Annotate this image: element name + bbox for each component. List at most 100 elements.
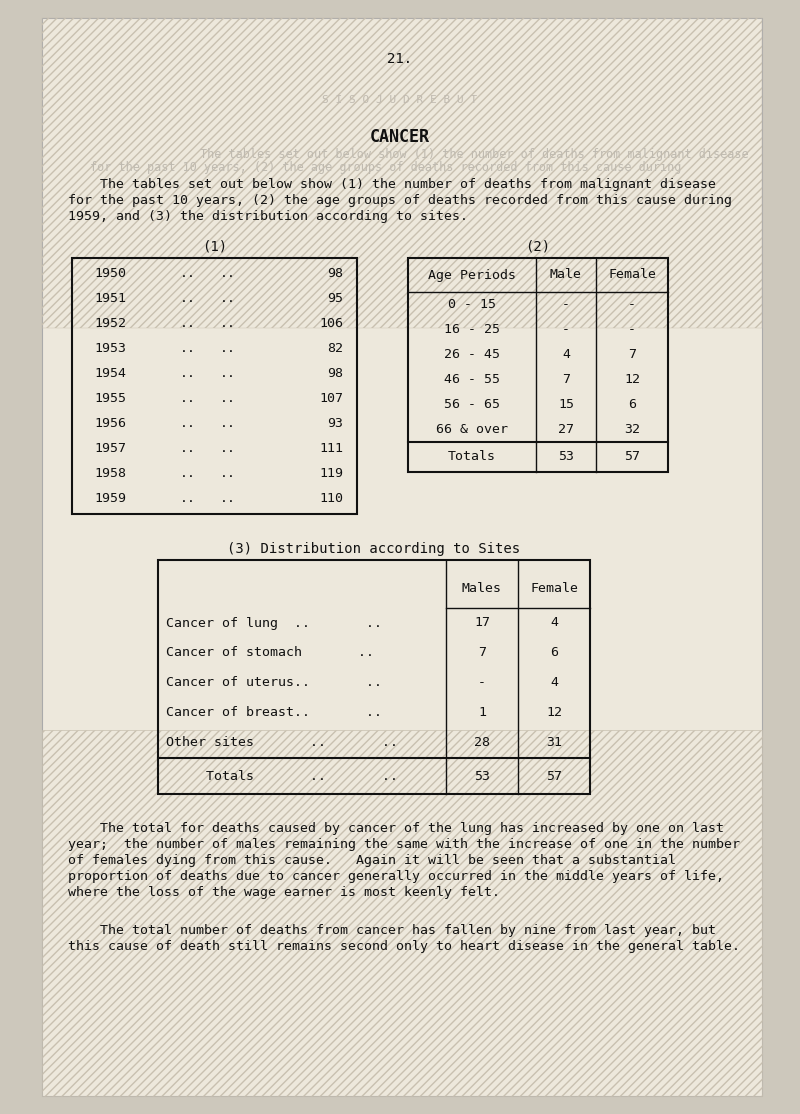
- Text: 1959: 1959: [94, 492, 126, 505]
- Text: -: -: [478, 676, 486, 690]
- Text: The tables set out below show (1) the number of deaths from malignant disease: The tables set out below show (1) the nu…: [200, 148, 749, 162]
- Text: 106: 106: [319, 317, 343, 330]
- Text: 111: 111: [319, 442, 343, 455]
- Text: Males: Males: [462, 582, 502, 595]
- Text: (3) Distribution according to Sites: (3) Distribution according to Sites: [227, 543, 521, 556]
- Text: 1: 1: [478, 706, 486, 720]
- Text: ..: ..: [220, 392, 236, 405]
- Text: (1): (1): [202, 240, 227, 254]
- Text: 98: 98: [327, 367, 343, 380]
- Bar: [72, 258, 357, 514]
- Text: Cancer of lung  ..       ..: Cancer of lung .. ..: [166, 616, 382, 629]
- Text: ..: ..: [220, 417, 236, 430]
- Text: 57: 57: [624, 450, 640, 463]
- Text: The tables set out below show (1) the number of deaths from malignant disease: The tables set out below show (1) the nu…: [68, 178, 716, 190]
- Text: 32: 32: [624, 423, 640, 436]
- Text: 95: 95: [327, 292, 343, 305]
- Text: Female: Female: [530, 582, 578, 595]
- Text: 12: 12: [546, 706, 562, 720]
- Text: ..: ..: [220, 342, 236, 355]
- Text: ..: ..: [220, 442, 236, 455]
- Text: Male: Male: [550, 268, 582, 282]
- Text: 12: 12: [624, 373, 640, 385]
- Text: 27: 27: [558, 423, 574, 436]
- Text: 1956: 1956: [94, 417, 126, 430]
- Bar: [158, 560, 590, 794]
- Text: of females dying from this cause.   Again it will be seen that a substantial: of females dying from this cause. Again …: [68, 854, 676, 867]
- Text: ..: ..: [180, 467, 196, 480]
- Text: CANCER: CANCER: [370, 128, 430, 146]
- Text: where the loss of the wage earner is most keenly felt.: where the loss of the wage earner is mos…: [68, 886, 500, 899]
- Text: ..: ..: [180, 342, 196, 355]
- Text: 26 - 45: 26 - 45: [444, 348, 500, 361]
- Text: 4: 4: [550, 616, 558, 629]
- Text: 15: 15: [558, 398, 574, 411]
- Text: 4: 4: [562, 348, 570, 361]
- Text: Totals: Totals: [448, 450, 496, 463]
- Text: 7: 7: [562, 373, 570, 385]
- Text: ..: ..: [180, 317, 196, 330]
- Text: 1954: 1954: [94, 367, 126, 380]
- Text: The total for deaths caused by cancer of the lung has increased by one on last: The total for deaths caused by cancer of…: [68, 822, 724, 836]
- Text: 21.: 21.: [387, 52, 413, 66]
- Text: (2): (2): [526, 240, 550, 254]
- Text: The total number of deaths from cancer has fallen by nine from last year, but: The total number of deaths from cancer h…: [68, 924, 716, 937]
- Bar: [42, 730, 762, 1096]
- Text: 6: 6: [550, 646, 558, 659]
- Text: ..: ..: [180, 392, 196, 405]
- Text: 119: 119: [319, 467, 343, 480]
- Text: 98: 98: [327, 267, 343, 280]
- Text: -: -: [628, 323, 636, 336]
- Bar: [42, 18, 762, 328]
- Text: proportion of deaths due to cancer generally occurred in the middle years of lif: proportion of deaths due to cancer gener…: [68, 870, 724, 883]
- Text: 17: 17: [474, 616, 490, 629]
- Text: ..: ..: [220, 367, 236, 380]
- Text: ..: ..: [180, 417, 196, 430]
- Text: 7: 7: [478, 646, 486, 659]
- Text: Cancer of stomach       ..: Cancer of stomach ..: [166, 646, 374, 659]
- Text: this cause of death still remains second only to heart disease in the general ta: this cause of death still remains second…: [68, 940, 740, 952]
- Text: ..: ..: [220, 267, 236, 280]
- Text: Cancer of breast..       ..: Cancer of breast.. ..: [166, 706, 382, 720]
- Text: ..: ..: [180, 292, 196, 305]
- Text: 1955: 1955: [94, 392, 126, 405]
- Text: for the past 10 years, (2) the age groups of deaths recorded from this cause dur: for the past 10 years, (2) the age group…: [68, 194, 732, 207]
- Text: S I S O J U D R E B U T: S I S O J U D R E B U T: [322, 95, 478, 105]
- Text: Female: Female: [608, 268, 656, 282]
- Text: -: -: [628, 299, 636, 311]
- Text: 1959, and (3) the distribution according to sites.: 1959, and (3) the distribution according…: [68, 211, 468, 223]
- Text: year;  the number of males remaining the same with the increase of one in the nu: year; the number of males remaining the …: [68, 838, 740, 851]
- Text: 1953: 1953: [94, 342, 126, 355]
- Text: ..: ..: [180, 367, 196, 380]
- Text: 28: 28: [474, 736, 490, 750]
- Text: 1950: 1950: [94, 267, 126, 280]
- Text: for the past 10 years, (2) the age groups of deaths recorded from this cause dur: for the past 10 years, (2) the age group…: [90, 162, 682, 174]
- Text: ..: ..: [180, 492, 196, 505]
- Text: ..: ..: [220, 317, 236, 330]
- Text: Totals       ..       ..: Totals .. ..: [206, 770, 398, 782]
- Text: -: -: [562, 299, 570, 311]
- Text: Age Periods: Age Periods: [428, 268, 516, 282]
- Text: 1951: 1951: [94, 292, 126, 305]
- Bar: [408, 258, 668, 472]
- Text: 110: 110: [319, 492, 343, 505]
- Text: 0 - 15: 0 - 15: [448, 299, 496, 311]
- Text: 107: 107: [319, 392, 343, 405]
- Text: ..: ..: [180, 267, 196, 280]
- Text: 46 - 55: 46 - 55: [444, 373, 500, 385]
- Text: ..: ..: [180, 442, 196, 455]
- Text: 31: 31: [546, 736, 562, 750]
- Text: 56 - 65: 56 - 65: [444, 398, 500, 411]
- Text: 82: 82: [327, 342, 343, 355]
- Text: 1958: 1958: [94, 467, 126, 480]
- Text: Other sites       ..       ..: Other sites .. ..: [166, 736, 398, 750]
- Text: 7: 7: [628, 348, 636, 361]
- Text: ..: ..: [220, 492, 236, 505]
- Text: 6: 6: [628, 398, 636, 411]
- Text: Cancer of uterus..       ..: Cancer of uterus.. ..: [166, 676, 382, 690]
- Text: ..: ..: [220, 467, 236, 480]
- Text: 57: 57: [546, 770, 562, 782]
- Text: 1952: 1952: [94, 317, 126, 330]
- Text: -: -: [562, 323, 570, 336]
- Text: 93: 93: [327, 417, 343, 430]
